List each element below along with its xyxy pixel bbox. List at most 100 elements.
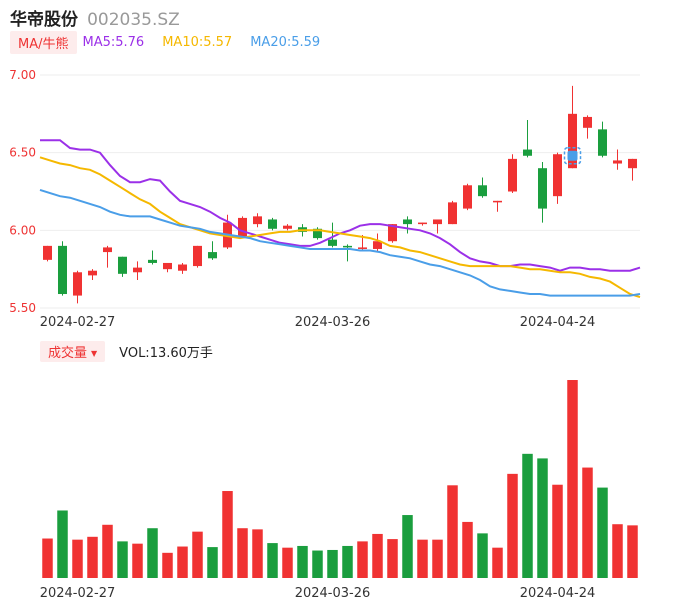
candle: [448, 200, 457, 225]
candle: [88, 269, 97, 281]
ma-legend: MA/牛熊 MA5:5.76 MA10:5.57 MA20:5.59: [10, 30, 338, 54]
ma20-legend: MA20:5.59: [250, 34, 321, 50]
candle: [583, 115, 592, 139]
candle: [238, 216, 247, 239]
candle-body: [538, 168, 547, 209]
candle: [73, 270, 82, 304]
ma5-line: [40, 139, 641, 272]
volume-bar: [207, 547, 218, 578]
volume-selector-tab[interactable]: 成交量 ▼: [40, 340, 106, 362]
volume-bar: [327, 549, 338, 578]
candle: [103, 245, 112, 268]
candle: [523, 120, 532, 158]
candle-body: [88, 270, 97, 276]
volume-bar: [627, 525, 638, 578]
candle-body: [598, 129, 607, 156]
volume-bar: [237, 528, 248, 578]
candle-body: [43, 245, 52, 260]
candle: [508, 154, 517, 194]
volume-bar: [267, 543, 278, 578]
candle-body: [358, 247, 367, 249]
candle: [373, 233, 382, 253]
volume-bar: [252, 529, 263, 578]
volume-bar: [597, 487, 608, 578]
volume-bar: [177, 546, 188, 578]
candle: [148, 250, 157, 265]
candle: [313, 227, 322, 240]
candle-body: [568, 113, 577, 169]
volume-bar: [462, 521, 473, 578]
volume-bar: [72, 539, 83, 578]
candle-body: [583, 116, 592, 128]
volume-bar: [87, 536, 98, 578]
candle-body: [268, 219, 277, 229]
candle: [253, 213, 262, 228]
volume-bar: [537, 458, 548, 578]
x-tick-label: 2024-02-27: [40, 586, 116, 601]
candle: [388, 224, 397, 243]
x-tick-label: 2024-03-26: [295, 586, 371, 601]
volume-bar: [102, 524, 113, 578]
stock-header: 华帝股份 002035.SZ: [10, 5, 180, 30]
volume-bar: [222, 491, 233, 578]
candle-body: [493, 200, 502, 203]
volume-bar: [402, 515, 413, 578]
candle: [133, 261, 142, 281]
volume-bar: [297, 545, 308, 578]
volume-legend: 成交量 ▼ VOL:13.60万手: [40, 340, 213, 362]
moving-average-lines: [39, 139, 641, 299]
candle-body: [508, 158, 517, 192]
volume-bar: [372, 533, 383, 578]
volume-bar: [477, 533, 488, 578]
candle-body: [478, 185, 487, 197]
y-tick-label: 5.50: [9, 301, 36, 315]
candle: [43, 245, 52, 262]
candle-body: [373, 241, 382, 249]
x-tick-label: 2024-03-26: [295, 315, 371, 330]
x-tick-label: 2024-02-27: [40, 315, 116, 330]
candle-body: [148, 259, 157, 263]
candle-body: [463, 185, 472, 209]
candle-body: [208, 252, 217, 259]
candle-body: [253, 216, 262, 225]
volume-bar: [507, 473, 518, 578]
ma-selector-tab[interactable]: MA/牛熊: [10, 30, 77, 54]
candle-body: [328, 239, 337, 246]
x-tick-label: 2024-04-24: [520, 315, 596, 330]
candle-body: [58, 245, 67, 295]
candle: [163, 262, 172, 273]
candle: [328, 222, 337, 248]
candle: [613, 149, 622, 170]
volume-bar: [282, 547, 293, 578]
candle: [283, 224, 292, 231]
candle-body: [73, 272, 82, 296]
volume-series: [42, 380, 638, 578]
candle: [208, 241, 217, 260]
volume-bar: [42, 538, 53, 578]
price-axis-labels: 7.00 6.50 6.00 5.50: [9, 68, 36, 315]
hover-marker: [563, 147, 582, 165]
volume-bar: [162, 552, 173, 578]
ma20-line: [39, 188, 641, 297]
ma10-legend: MA10:5.57: [162, 34, 233, 50]
volume-bar: [432, 539, 443, 578]
candle-body: [388, 224, 397, 242]
candle: [403, 216, 412, 234]
volume-bar: [492, 547, 503, 578]
y-tick-label: 7.00: [9, 68, 36, 82]
candle: [433, 219, 442, 234]
stock-name: 华帝股份: [10, 10, 78, 30]
candle-body: [343, 245, 352, 248]
candle: [118, 256, 127, 277]
candle-body: [133, 267, 142, 273]
candle-body: [193, 245, 202, 267]
candle-body: [163, 262, 172, 270]
ma5-legend: MA5:5.76: [82, 34, 145, 50]
y-tick-label: 6.50: [9, 146, 36, 160]
candle: [343, 244, 352, 262]
volume-bar: [387, 539, 398, 578]
price-grid: [40, 74, 640, 309]
candle-body: [523, 149, 532, 156]
hover-marker-box: [563, 147, 582, 165]
